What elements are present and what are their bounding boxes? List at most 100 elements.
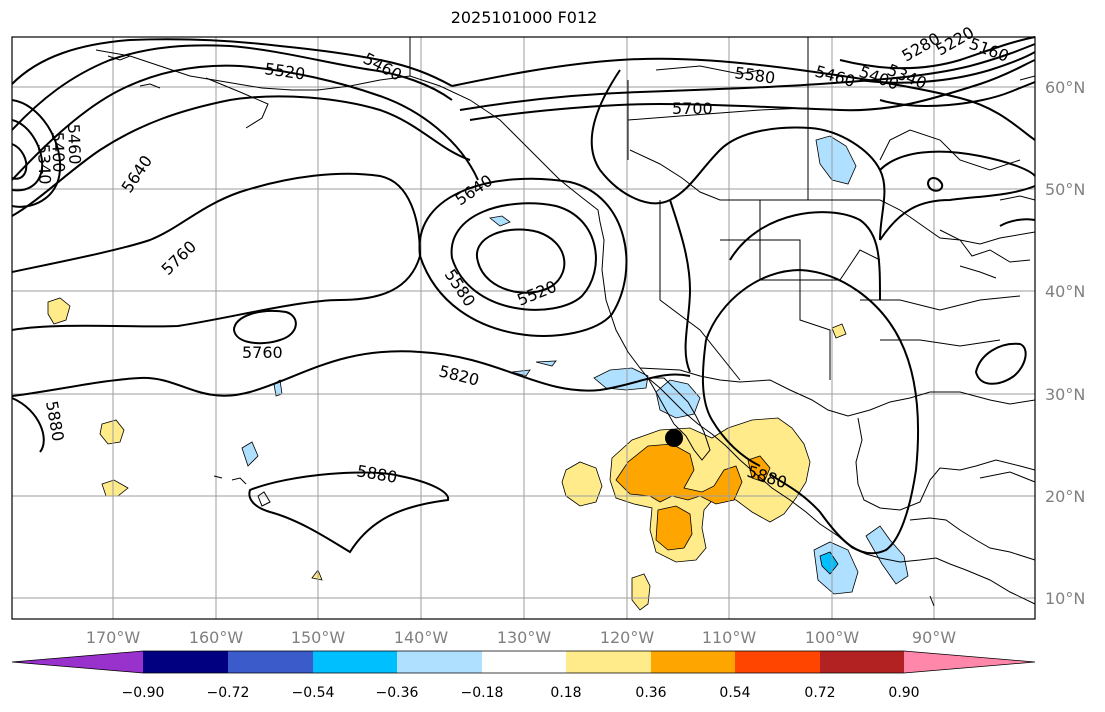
contour-label: 5520 (263, 59, 306, 83)
contour-line (705, 268, 920, 555)
anomaly-shading (47, 135, 909, 611)
contour-line (11, 44, 453, 131)
contour-label: 5760 (242, 343, 283, 362)
contour-line (232, 310, 297, 345)
contour-label: 5880 (355, 461, 398, 487)
contour-label: 5760 (158, 237, 200, 279)
lon-label-110w: 110°W (702, 628, 757, 647)
graticule (12, 37, 1035, 619)
contour-line (879, 185, 1036, 241)
negative-anomaly-region (655, 379, 701, 419)
colorbar-bin (143, 651, 228, 673)
lat-label-20n: 20°N (1045, 487, 1085, 506)
colorbar-tick-label: 0.18 (550, 685, 581, 701)
colorbar-bin (482, 651, 566, 673)
coastlines (95, 37, 1036, 607)
location-marker (665, 429, 683, 447)
contour-line (11, 95, 471, 217)
colorbar-bin (397, 651, 482, 673)
medium-negative-anomaly-region (819, 551, 839, 575)
contour-label: 5640 (118, 152, 157, 196)
lon-label-160w: 160°W (189, 628, 244, 647)
contour-line (701, 339, 761, 467)
longitude-labels: 170°W 160°W 150°W 140°W 130°W 120°W 110°… (86, 628, 956, 647)
map-title: 2025101000 F012 (450, 8, 598, 27)
contour-line (469, 59, 1036, 121)
lon-label-170w: 170°W (86, 628, 141, 647)
positive-anomaly-region (101, 479, 129, 497)
contour-line (11, 255, 421, 331)
contour-label: 5580 (441, 266, 480, 310)
colorbar-bin (820, 651, 904, 673)
contour-label: 5640 (452, 171, 496, 210)
lon-label-150w: 150°W (291, 628, 346, 647)
colorbar-tick-label: 0.90 (888, 685, 919, 701)
contour-line (11, 99, 62, 208)
colorbar-bin (313, 651, 397, 673)
colorbar-bin (735, 651, 820, 673)
negative-anomaly-region (535, 360, 557, 367)
lon-label-140w: 140°W (394, 628, 449, 647)
contour-line (974, 342, 1027, 385)
positive-anomaly-region (561, 461, 603, 507)
contour-line (11, 397, 45, 453)
lon-label-120w: 120°W (600, 628, 655, 647)
negative-anomaly-region (489, 215, 511, 227)
colorbar-tick-label: 0.72 (804, 685, 835, 701)
contour-line (418, 177, 628, 337)
contour-label: 5400 (48, 131, 68, 172)
contour-line (729, 211, 881, 301)
contour-line (926, 177, 944, 192)
colorbar-tick-label: −0.90 (122, 685, 165, 701)
colorbar-tick-label: −0.18 (461, 685, 504, 701)
colorbar-tick-label: −0.54 (292, 685, 335, 701)
contour-line (450, 202, 597, 311)
contour-line (879, 81, 1036, 107)
positive-anomaly-region (99, 419, 125, 445)
contour-line (839, 36, 1036, 70)
contour-line (11, 143, 28, 180)
colorbar-ticks: −0.90 −0.72 −0.54 −0.36 −0.18 0.18 0.36 … (122, 685, 920, 701)
contour-line (11, 172, 421, 273)
contour-labels: 5460 5520 5580 5460 5400 5340 5280 5220 … (34, 23, 1011, 493)
lat-label-30n: 30°N (1045, 385, 1085, 404)
contour-label: 5700 (672, 99, 713, 118)
contour-line (11, 38, 453, 87)
contour-label: 5460 (64, 123, 84, 164)
negative-anomaly-region (241, 441, 259, 467)
positive-anomaly-region (631, 573, 651, 611)
lat-label-60n: 60°N (1045, 78, 1085, 97)
colorbar-extend-max (904, 651, 1035, 673)
lon-label-130w: 130°W (497, 628, 552, 647)
negative-anomaly-region (813, 541, 859, 595)
contour-line (475, 228, 566, 294)
colorbar-bin (651, 651, 735, 673)
colorbar-bin (228, 651, 313, 673)
latitude-labels: 60°N 50°N 40°N 30°N 20°N 10°N (1045, 78, 1085, 608)
strong-positive-anomaly-region (655, 505, 693, 551)
lat-label-10n: 10°N (1045, 589, 1085, 608)
lon-label-100w: 100°W (805, 628, 860, 647)
colorbar-extend-min (12, 651, 143, 673)
negative-anomaly-region (511, 369, 531, 377)
positive-anomaly-region (311, 569, 323, 581)
positive-anomaly-region (831, 323, 847, 339)
colorbar-tick-label: 0.54 (719, 685, 750, 701)
contour-line (999, 218, 1036, 227)
colorbar-outline (11, 650, 1036, 674)
colorbar-tick-label: −0.36 (376, 685, 419, 701)
height-contours (11, 36, 1036, 555)
contour-label: 5520 (514, 277, 559, 310)
contour-line (11, 64, 479, 181)
colorbar-tick-label: −0.72 (207, 685, 250, 701)
negative-anomaly-region (815, 135, 857, 185)
contour-line (879, 150, 1036, 177)
contour-line (859, 51, 1036, 84)
contour-line (459, 43, 1036, 111)
lon-label-90w: 90°W (912, 628, 956, 647)
contour-line (11, 350, 691, 397)
colorbar-bin (566, 651, 651, 673)
lat-label-40n: 40°N (1045, 282, 1085, 301)
positive-anomaly-region (47, 297, 71, 325)
